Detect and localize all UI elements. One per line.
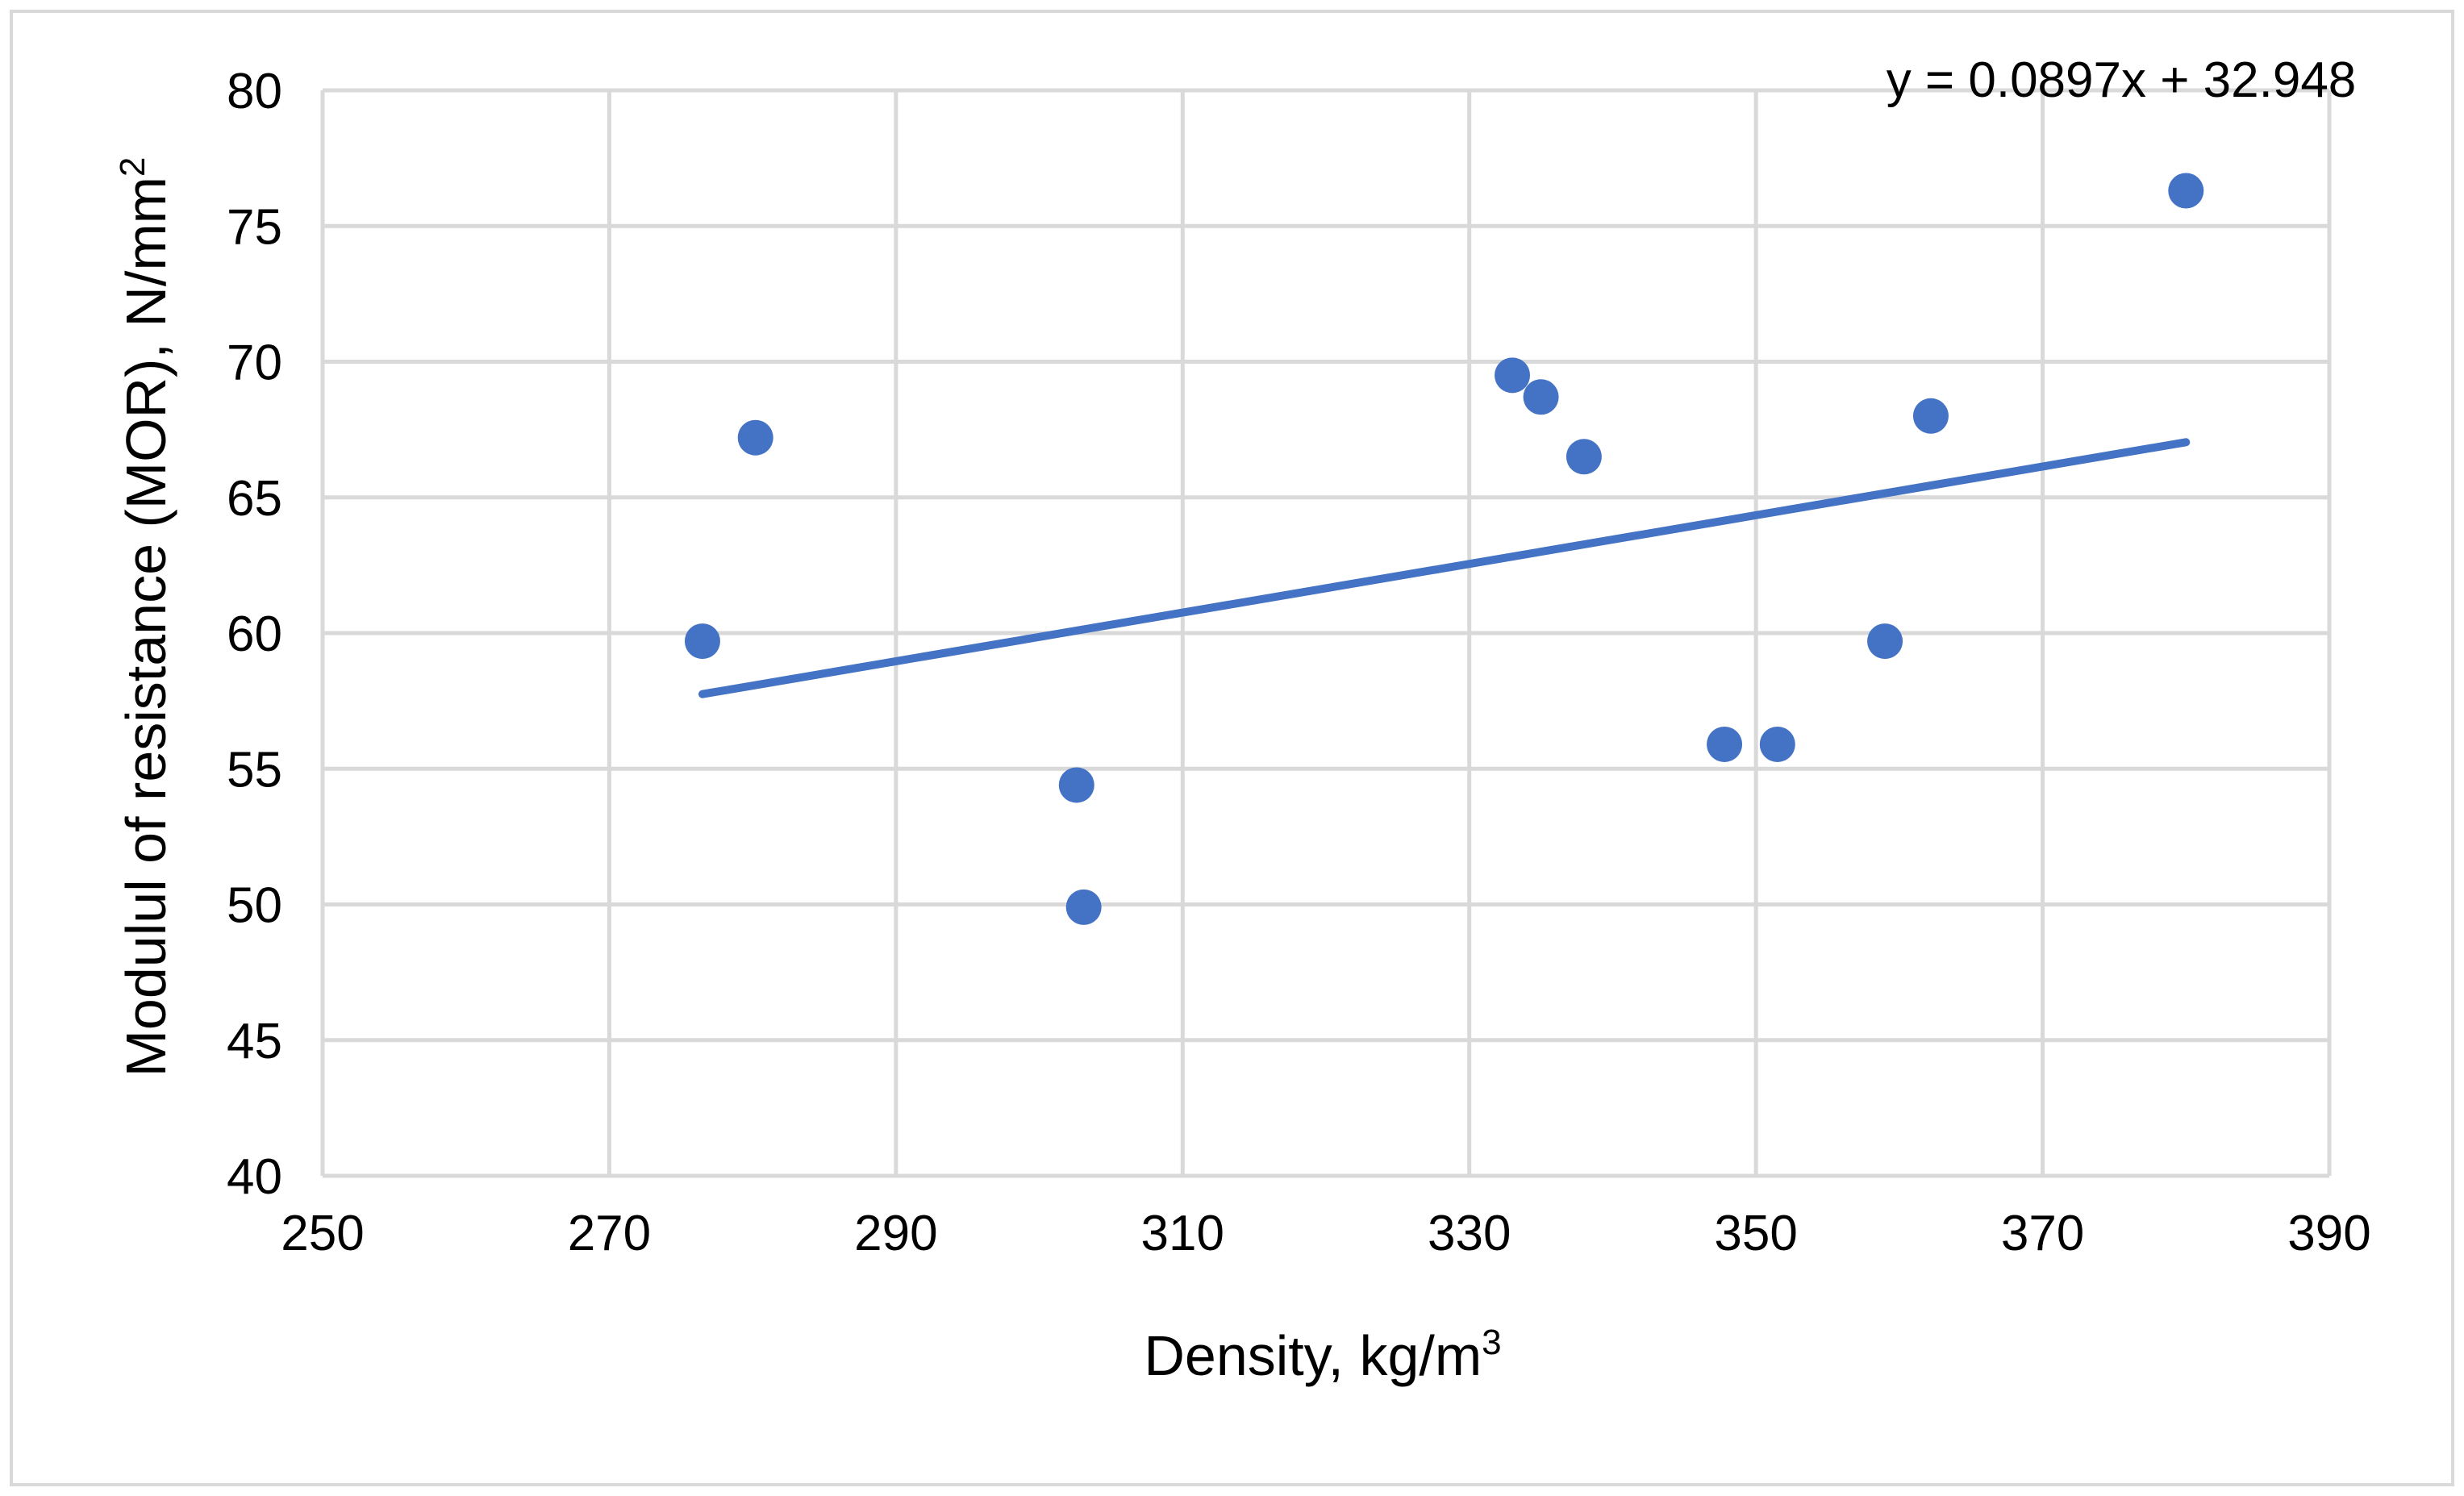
x-axis-title-superscript: 3 (1482, 1323, 1501, 1362)
x-axis-title: Density, kg/m3 (1144, 1323, 1501, 1387)
data-point (1566, 439, 1602, 475)
x-tick-label: 390 (2287, 1206, 2370, 1261)
data-point (1058, 767, 1094, 803)
data-point (1065, 889, 1102, 925)
data-point (1495, 357, 1531, 394)
y-axis-title-text: Modulul of resistance (MOR), N/mm (115, 177, 177, 1077)
grid-lines (323, 88, 2332, 1176)
data-points (684, 173, 2204, 925)
y-tick-label: 50 (227, 878, 282, 934)
axes: 250 270 290 310 330 350 370 390 40 45 50 55 60 65 70 75… (227, 64, 2371, 1261)
x-tick-label: 350 (1714, 1206, 1797, 1261)
y-tick-label: 75 (227, 199, 282, 255)
data-point (1867, 623, 1903, 660)
data-point (1707, 726, 1743, 762)
chart-border (10, 10, 2454, 1486)
data-point (1759, 726, 1795, 762)
y-tick-label: 45 (227, 1014, 282, 1069)
data-point (737, 419, 773, 456)
y-tick-label: 60 (227, 606, 282, 662)
data-point (2168, 173, 2204, 209)
y-tick-label: 80 (227, 64, 282, 119)
y-axis-title-superscript: 2 (113, 157, 152, 177)
y-tick-label: 65 (227, 471, 282, 527)
trendline-group (698, 438, 2191, 698)
x-tick-label: 310 (1141, 1206, 1224, 1261)
x-tick-label: 270 (568, 1206, 651, 1261)
trendline-equation: y = 0.0897x + 32.948 (1887, 52, 2357, 108)
y-tick-label: 55 (227, 742, 282, 798)
x-tick-label: 290 (854, 1206, 937, 1261)
data-point (1523, 379, 1559, 415)
x-axis-title-text: Density, kg/m (1144, 1324, 1482, 1387)
x-tick-label: 370 (2001, 1206, 2084, 1261)
x-tick-label: 330 (1428, 1206, 1511, 1261)
trendline (698, 438, 2191, 698)
y-tick-label: 40 (227, 1149, 282, 1205)
data-point (684, 623, 720, 660)
y-tick-label: 70 (227, 335, 282, 391)
y-axis-title: Modulul of resistance (MOR), N/mm2 (113, 157, 177, 1077)
data-point (1912, 398, 1949, 434)
x-tick-label: 250 (281, 1206, 364, 1261)
